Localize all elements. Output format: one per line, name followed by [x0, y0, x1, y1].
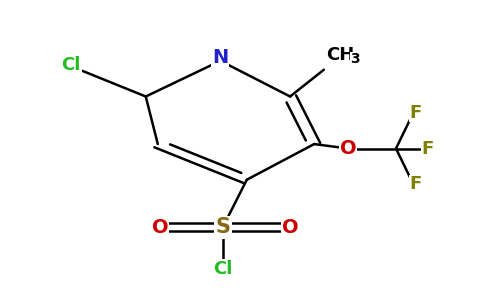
- Text: F: F: [409, 175, 422, 193]
- Text: Cl: Cl: [61, 56, 81, 74]
- Text: 3: 3: [350, 52, 360, 66]
- Text: O: O: [152, 218, 168, 237]
- Text: F: F: [421, 140, 433, 158]
- Text: CH: CH: [326, 46, 354, 64]
- Text: Cl: Cl: [213, 260, 232, 278]
- Text: O: O: [282, 218, 299, 237]
- Text: F: F: [409, 104, 422, 122]
- Text: N: N: [212, 48, 228, 68]
- Text: S: S: [215, 217, 230, 237]
- Text: O: O: [340, 139, 356, 158]
